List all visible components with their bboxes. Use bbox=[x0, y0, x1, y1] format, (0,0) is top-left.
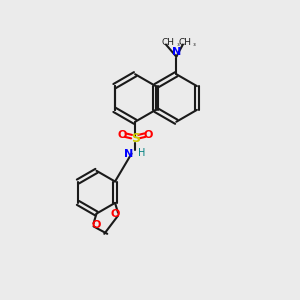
Text: ₃: ₃ bbox=[176, 40, 179, 46]
Text: N: N bbox=[172, 47, 181, 57]
Text: O: O bbox=[91, 220, 101, 230]
Text: CH: CH bbox=[161, 38, 175, 46]
Text: H: H bbox=[137, 148, 145, 158]
Text: O: O bbox=[118, 130, 127, 140]
Text: CH: CH bbox=[178, 38, 191, 46]
Text: O: O bbox=[110, 209, 120, 219]
Text: ₃: ₃ bbox=[193, 40, 196, 46]
Text: O: O bbox=[143, 130, 153, 140]
Text: S: S bbox=[130, 132, 140, 145]
Text: N: N bbox=[124, 148, 134, 159]
